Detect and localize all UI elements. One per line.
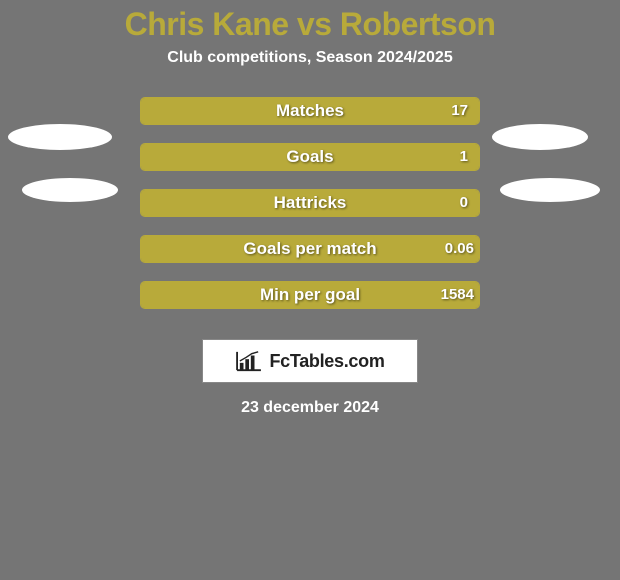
decorative-ellipse	[8, 124, 112, 150]
stat-row-goals-per-match: Goals per match 0.06	[0, 235, 620, 281]
subtitle: Club competitions, Season 2024/2025	[0, 49, 620, 67]
bar-track	[140, 235, 480, 263]
bar-track	[140, 143, 480, 171]
date-text: 23 december 2024	[0, 399, 620, 417]
decorative-ellipse	[22, 178, 118, 202]
bar-track	[140, 189, 480, 217]
brand-chart-icon	[235, 350, 263, 372]
bar-fill	[141, 282, 479, 308]
bar-fill	[141, 236, 479, 262]
bar-track	[140, 281, 480, 309]
decorative-ellipse	[500, 178, 600, 202]
brand-box[interactable]: FcTables.com	[202, 339, 418, 383]
decorative-ellipse	[492, 124, 588, 150]
brand-text: FcTables.com	[269, 351, 384, 372]
bar-fill	[141, 144, 479, 170]
bar-fill	[141, 98, 479, 124]
page-title: Chris Kane vs Robertson	[0, 0, 620, 43]
comparison-card: Chris Kane vs Robertson Club competition…	[0, 0, 620, 580]
stat-row-min-per-goal: Min per goal 1584	[0, 281, 620, 327]
bar-fill	[141, 190, 479, 216]
bar-track	[140, 97, 480, 125]
